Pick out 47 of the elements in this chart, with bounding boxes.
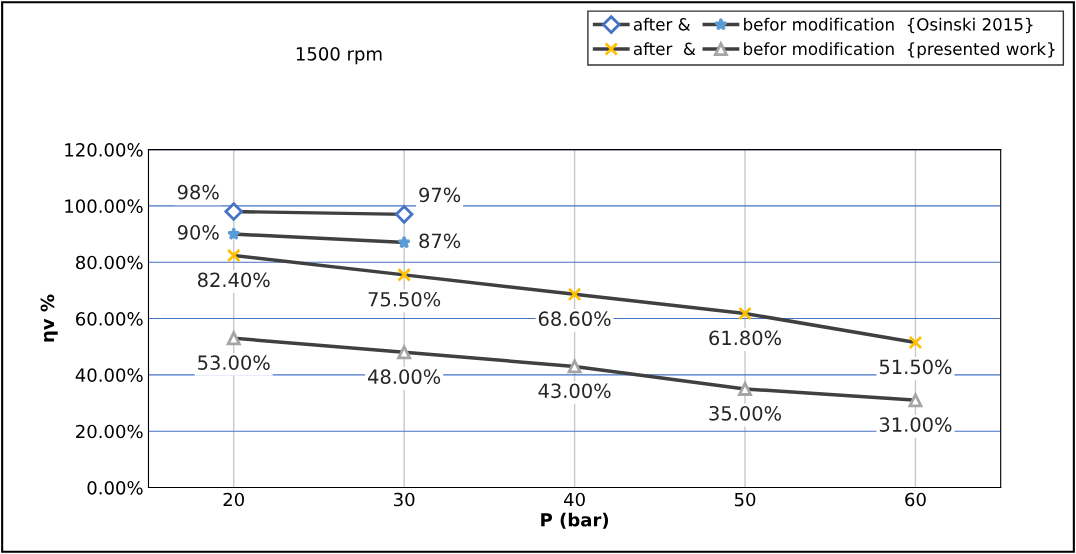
- legend-label: befor modification {presented work}: [744, 42, 1055, 59]
- legend-label: befor modification {Osinski 2015}: [744, 17, 1033, 34]
- x-tick-label: 20: [223, 492, 244, 507]
- y-tick-label: 0.00%: [87, 480, 143, 495]
- y-tick-label: 20.00%: [76, 424, 143, 439]
- y-tick-label: 100.00%: [65, 199, 143, 214]
- data-label: 61.80%: [709, 330, 782, 346]
- data-label: 90%: [177, 225, 219, 240]
- data-label: 43.00%: [538, 383, 611, 399]
- data-label: 87%: [419, 233, 461, 249]
- legend-label: after &: [633, 17, 691, 31]
- data-label: 31.00%: [879, 417, 952, 432]
- y-tick-label: 40.00%: [75, 368, 143, 382]
- point: [908, 393, 923, 408]
- data-label: 35.00%: [709, 405, 782, 421]
- data-label: 68.60%: [538, 311, 611, 327]
- legend-label: after &: [633, 42, 696, 56]
- point: [567, 359, 582, 374]
- point: [908, 335, 923, 350]
- point: [738, 306, 752, 321]
- x-axis-title: P (bar): [541, 512, 609, 529]
- point: [567, 287, 582, 302]
- data-label: 98%: [177, 184, 219, 200]
- text: 1500 rpm: [296, 46, 382, 65]
- point: [397, 235, 411, 249]
- data-label: 51.50%: [879, 359, 952, 375]
- y-tick-label: 120.00%: [65, 143, 143, 157]
- point: [397, 267, 412, 282]
- y-tick-label: 60.00%: [76, 312, 143, 326]
- data-label: 75.50%: [368, 291, 441, 307]
- x-tick-label: 40: [563, 492, 585, 507]
- data-label: 82.40%: [197, 272, 270, 288]
- point: [738, 382, 752, 396]
- y-tick-label: 80.00%: [76, 255, 143, 270]
- x-tick-label: 50: [734, 492, 756, 507]
- point: [227, 227, 241, 240]
- point: [224, 202, 243, 221]
- point: [394, 205, 414, 224]
- y-axis-title: ηv %: [40, 294, 58, 342]
- point: [226, 248, 241, 263]
- x-tick-label: 30: [394, 492, 415, 507]
- point: [226, 331, 241, 346]
- x-tick-label: 60: [905, 492, 926, 507]
- data-label: 48.00%: [368, 369, 441, 385]
- data-label: 53.00%: [198, 355, 270, 370]
- point: [397, 345, 412, 360]
- data-label: 97%: [419, 187, 461, 203]
